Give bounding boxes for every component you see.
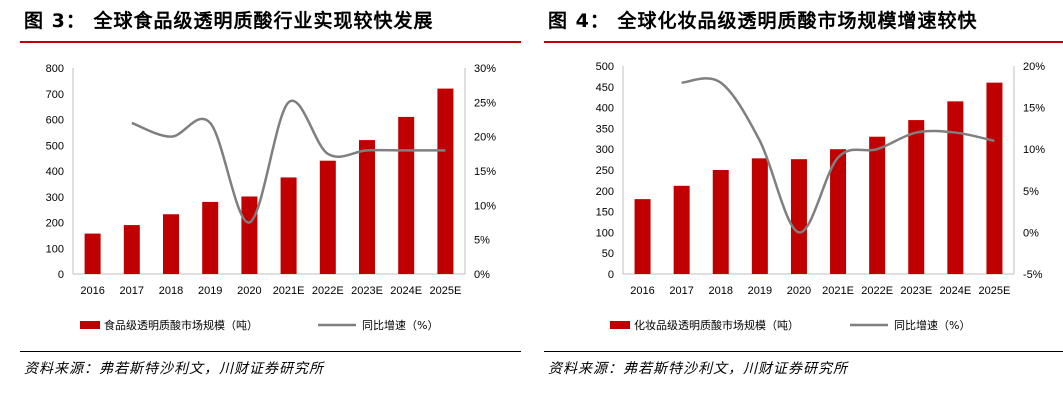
- x-tick-label: 2018: [709, 285, 733, 297]
- legend-bar-label: 化妆品级透明质酸市场规模（吨）: [634, 318, 799, 332]
- y-left-tick-label: 500: [596, 61, 614, 73]
- bar: [673, 185, 690, 274]
- legend-bar-swatch: [80, 321, 100, 329]
- x-tick-label: 2016: [630, 285, 654, 297]
- bar: [830, 149, 847, 274]
- y-right-tick-label: 30%: [474, 63, 496, 75]
- figure-title: 图 3： 全球食品级透明质酸行业实现较快发展: [24, 10, 434, 32]
- bar: [241, 196, 258, 274]
- y-right-tick-label: 0%: [1023, 227, 1039, 239]
- y-left-tick-label: 600: [46, 115, 64, 127]
- growth-rate-line: [131, 99, 446, 224]
- y-left-tick-label: 200: [46, 218, 64, 230]
- y-right-tick-label: 25%: [474, 97, 496, 109]
- bar: [634, 199, 651, 274]
- x-tick-label: 2023E: [900, 285, 932, 297]
- y-right-tick-label: 20%: [474, 132, 496, 144]
- y-left-tick-label: 0: [608, 269, 614, 281]
- y-left-tick-label: 700: [46, 89, 64, 101]
- x-tick-label: 2020: [237, 285, 261, 297]
- y-right-tick-label: 20%: [1023, 61, 1045, 73]
- x-tick-label: 2023E: [351, 285, 383, 297]
- bar: [947, 101, 964, 274]
- x-tick-label: 2022E: [312, 285, 344, 297]
- y-left-tick-label: 400: [596, 103, 614, 115]
- bar: [319, 160, 336, 274]
- bar: [280, 177, 297, 274]
- x-tick-label: 2024E: [390, 285, 422, 297]
- y-left-tick-label: 450: [596, 82, 614, 94]
- figure-4-panel: 图 4： 全球化妆品级透明质酸市场规模增速较快 0 50 100 150 200 250 3…: [540, 0, 1063, 407]
- figure-title: 图 4： 全球化妆品级透明质酸市场规模增速较快: [548, 10, 978, 32]
- title-divider: [20, 41, 521, 43]
- y-left-tick-label: 200: [596, 186, 614, 198]
- y-right-tick-label: 15%: [1023, 103, 1045, 115]
- food-grade-chart: 0 100 200 300 400 500 600 700 800 0% 5% 10% 15% 20% 25…: [46, 63, 497, 332]
- legend-bar-label: 食品级透明质酸市场规模（吨）: [104, 318, 258, 332]
- y-left-tick-label: 0: [58, 269, 64, 281]
- bar: [712, 170, 729, 274]
- y-right-tick-label: 10%: [1023, 144, 1045, 156]
- y-left-tick-label: 400: [46, 166, 64, 178]
- x-tick-label: 2025E: [979, 285, 1011, 297]
- bar: [869, 136, 886, 274]
- y-left-tick-label: 800: [46, 63, 64, 75]
- bar: [202, 201, 219, 274]
- y-left-tick-label: 250: [596, 165, 614, 177]
- y-right-tick-label: 5%: [1023, 186, 1039, 198]
- x-tick-label: 2019: [748, 285, 772, 297]
- y-left-tick-label: 300: [596, 144, 614, 156]
- y-right-tick-label: 10%: [474, 200, 496, 212]
- x-tick-label: 2016: [80, 285, 104, 297]
- source-note: 资料来源：弗若斯特沙利文，川财证券研究所: [548, 361, 848, 377]
- bar: [123, 225, 140, 274]
- legend-line-label: 同比增速（%）: [894, 318, 970, 332]
- cosmetic-grade-chart: 0 50 100 150 200 250 300 350 400 450 500 -5% 0% 5% 10%…: [596, 61, 1046, 332]
- bar: [790, 159, 807, 274]
- title-divider: [544, 41, 1063, 43]
- x-tick-label: 2024E: [939, 285, 971, 297]
- y-left-tick-label: 50: [602, 248, 614, 260]
- y-left-tick-label: 300: [46, 192, 64, 204]
- bar: [398, 116, 415, 274]
- y-left-tick-label: 500: [46, 140, 64, 152]
- y-left-tick-label: 100: [46, 243, 64, 255]
- bar: [359, 140, 375, 274]
- y-right-tick-label: 5%: [474, 235, 490, 247]
- x-tick-label: 2025E: [429, 285, 461, 297]
- bar: [908, 120, 925, 274]
- x-tick-label: 2021E: [273, 285, 305, 297]
- y-left-tick-label: 350: [596, 123, 614, 135]
- y-left-tick-label: 100: [596, 227, 614, 239]
- x-tick-label: 2021E: [822, 285, 854, 297]
- x-tick-label: 2020: [787, 285, 811, 297]
- y-right-tick-label: 15%: [474, 166, 496, 178]
- legend-bar-swatch: [610, 321, 630, 329]
- bar: [163, 214, 179, 274]
- y-right-tick-label: -5%: [1023, 269, 1043, 281]
- figure-3-panel: 图 3： 全球食品级透明质酸行业实现较快发展 0 100 200 300 400 500 6…: [0, 0, 521, 407]
- x-tick-label: 2022E: [861, 285, 893, 297]
- bar: [986, 82, 1003, 274]
- y-right-tick-label: 0%: [474, 269, 490, 281]
- source-note: 资料来源：弗若斯特沙利文，川财证券研究所: [24, 361, 324, 377]
- x-tick-label: 2017: [120, 285, 144, 297]
- source-divider: [544, 351, 1063, 352]
- x-tick-label: 2018: [159, 285, 183, 297]
- legend-line-label: 同比增速（%）: [362, 318, 438, 332]
- bar: [751, 158, 768, 274]
- y-left-tick-label: 150: [596, 207, 614, 219]
- x-tick-label: 2019: [198, 285, 222, 297]
- bar: [437, 88, 454, 274]
- bar: [84, 233, 101, 274]
- growth-rate-line: [681, 77, 995, 234]
- x-tick-label: 2017: [669, 285, 693, 297]
- source-divider: [20, 351, 521, 352]
